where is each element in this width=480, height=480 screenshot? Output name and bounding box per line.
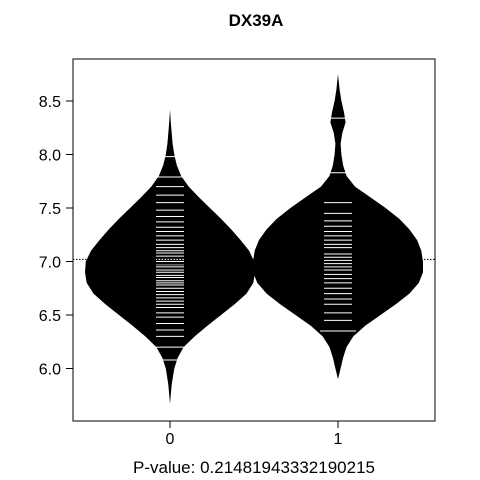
chart-title: DX39A — [229, 11, 284, 30]
x-tick-label: 1 — [334, 431, 343, 448]
y-tick-label: 6.5 — [39, 308, 61, 325]
bean-0 — [85, 109, 255, 404]
y-axis: 6.0 6.5 7.0 7.5 8.0 8.5 — [39, 94, 74, 379]
y-tick-label: 8.5 — [39, 94, 61, 111]
mean-lines-layer — [73, 249, 435, 265]
p-value-subtitle: P-value: 0.21481943332190215 — [133, 458, 375, 477]
beans-layer — [85, 74, 423, 404]
y-tick-label: 7.5 — [39, 201, 61, 218]
y-tick-label: 7.0 — [39, 255, 61, 272]
y-tick-label: 6.0 — [39, 362, 61, 379]
y-tick-label: 8.0 — [39, 148, 61, 165]
bean-1 — [253, 74, 423, 380]
x-tick-label: 0 — [166, 431, 175, 448]
